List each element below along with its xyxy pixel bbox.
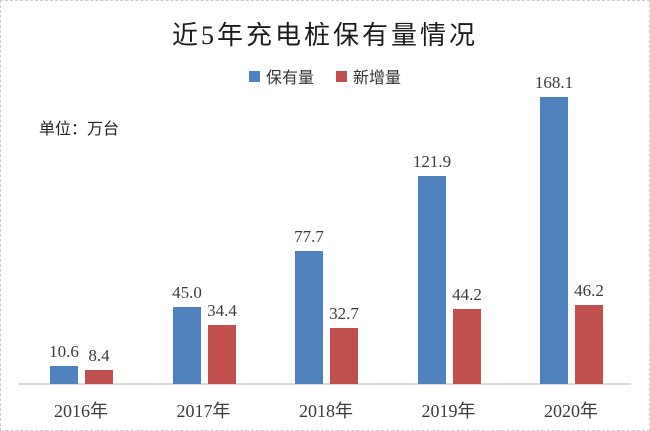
bar-2018年-series-1	[330, 328, 358, 384]
bar-2016年-series-1	[85, 370, 113, 384]
bar-2019年-series-1	[453, 309, 481, 384]
bar-2020年-series-1	[575, 305, 603, 384]
bar-value-label: 46.2	[574, 281, 604, 300]
legend-label: 新增量	[353, 70, 402, 87]
x-axis-label-2: 2018年	[299, 401, 353, 421]
x-axis-label-1: 2017年	[176, 401, 231, 421]
bar-value-label: 168.1	[534, 73, 574, 92]
bar-value-label: 45.0	[172, 283, 202, 302]
bar-value-label: 77.7	[294, 227, 324, 246]
unit-label: 单位：万台	[39, 121, 120, 138]
legend-swatch-icon	[336, 70, 347, 82]
chart-legend: 保有量 新增量	[1, 64, 649, 88]
bar-2016年-series-0	[50, 366, 78, 384]
bar-2017年-series-1	[208, 325, 236, 384]
bar-value-label: 10.6	[49, 342, 79, 361]
bar-value-label: 44.2	[452, 285, 482, 304]
bar-2020年-series-0	[540, 97, 568, 384]
legend-item-1: 新增量	[336, 64, 401, 88]
bar-value-label: 121.9	[412, 152, 452, 171]
legend-swatch-icon	[248, 70, 260, 82]
bar-2018年-series-0	[295, 251, 323, 384]
bar-2019年-series-0	[418, 176, 446, 384]
legend-label: 保有量	[265, 70, 314, 87]
x-axis-label-0: 2016年	[54, 401, 108, 421]
bar-value-label: 32.7	[329, 304, 359, 323]
chart-title: 近5年充电桩保有量情况	[171, 21, 478, 50]
bar-value-label: 8.4	[88, 346, 110, 365]
x-axis-label-3: 2019年	[421, 401, 476, 421]
legend-item-0: 保有量	[248, 64, 314, 88]
bar-value-label: 34.4	[207, 301, 237, 320]
x-axis-line	[18, 383, 631, 385]
bar-2017年-series-0	[173, 307, 201, 384]
x-axis-label-4: 2020年	[544, 401, 598, 421]
